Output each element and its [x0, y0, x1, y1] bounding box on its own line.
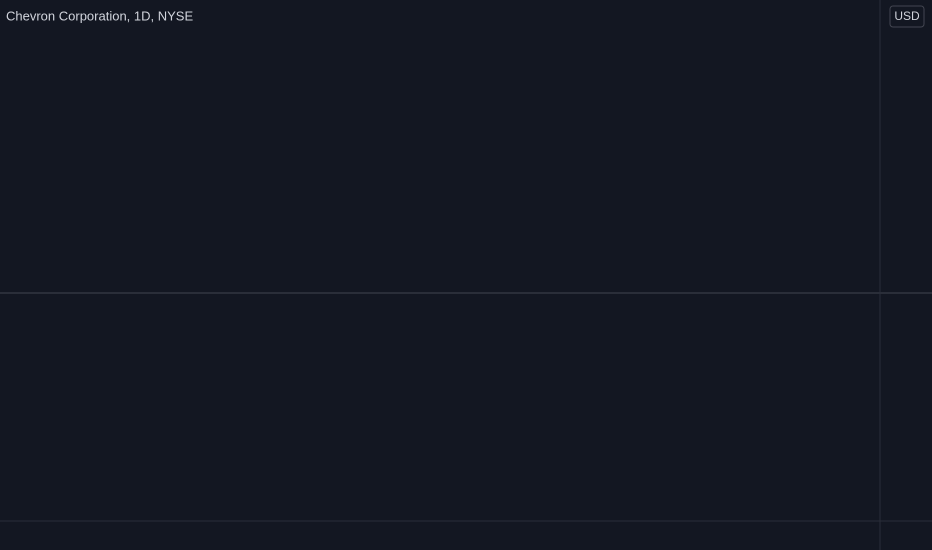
currency-box[interactable] — [889, 5, 925, 28]
chart-title: Chevron Corporation, 1D, NYSE — [6, 8, 193, 23]
currency[interactable]: USD — [894, 9, 920, 23]
